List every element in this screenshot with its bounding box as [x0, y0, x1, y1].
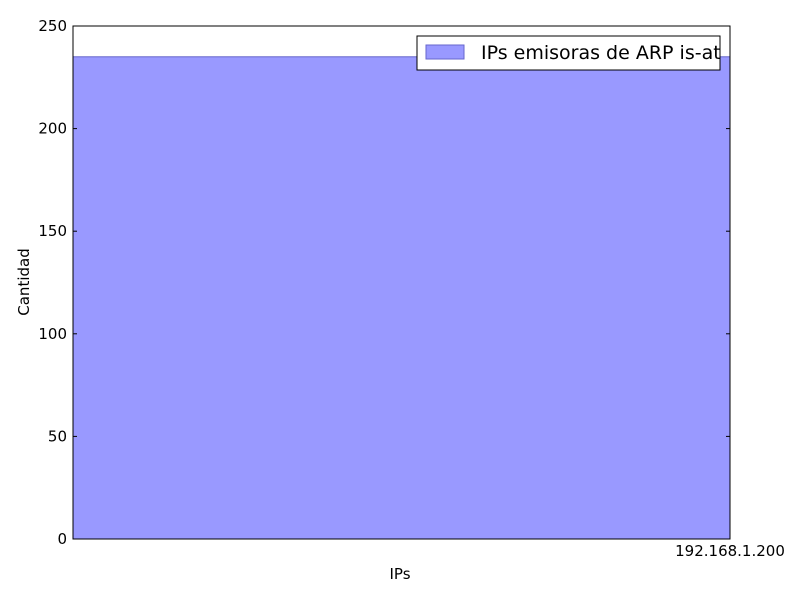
legend-swatch [425, 44, 465, 60]
legend-label: IPs emisoras de ARP is-at [481, 42, 721, 64]
plot-frame [72, 25, 731, 540]
y-tick-label: 100 [38, 325, 67, 343]
ticks-layer: 0 50 100 150 200 250 192.168.1.200 [38, 17, 785, 560]
x-axis-label: IPs [389, 565, 410, 583]
y-tick-label: 250 [38, 17, 67, 35]
y-tick-label: 150 [38, 222, 67, 240]
legend-box [416, 35, 721, 71]
x-tick-label: 192.168.1.200 [675, 542, 785, 560]
bars-layer [72, 56, 731, 540]
y-tick-label: 50 [48, 427, 67, 445]
legend: IPs emisoras de ARP is-at [416, 35, 721, 71]
y-axis-label: Cantidad [15, 248, 33, 315]
bar [72, 56, 731, 540]
y-tick-label: 0 [57, 530, 67, 548]
y-tick-label: 200 [38, 120, 67, 138]
